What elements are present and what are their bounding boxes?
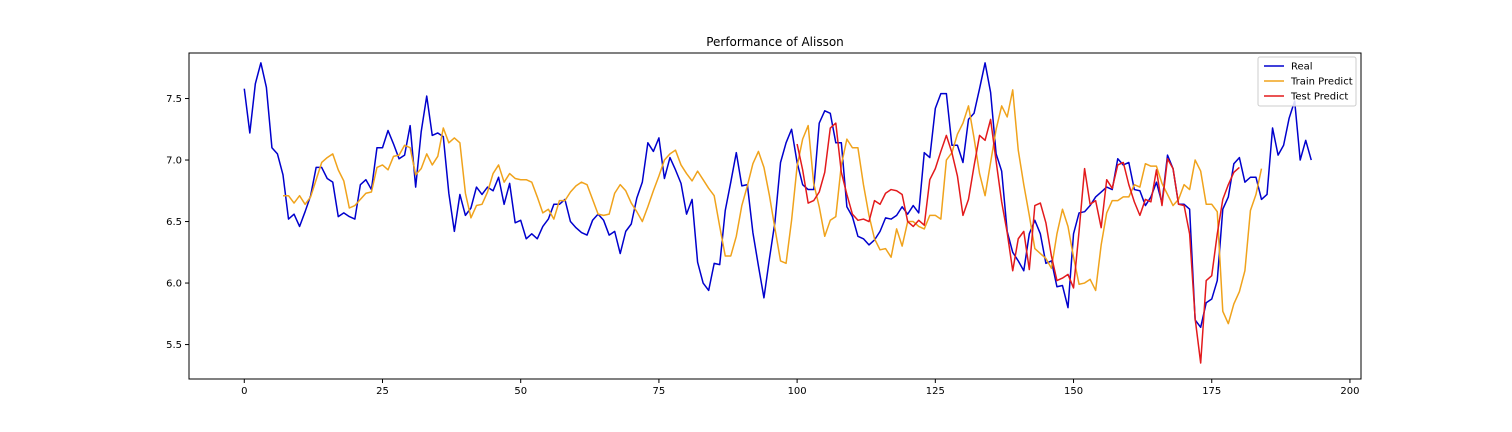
y-tick-label: 5.5: [166, 340, 182, 351]
legend-label: Test Predict: [1290, 92, 1348, 103]
y-tick-label: 7.5: [166, 94, 182, 105]
x-tick-label: 175: [1202, 386, 1221, 397]
x-tick-label: 50: [514, 386, 527, 397]
series-line-real: [243, 62, 1312, 329]
x-tick-label: 150: [1064, 386, 1083, 397]
series-line-test-predict: [796, 118, 1240, 364]
y-tick-label: 6.0: [166, 279, 182, 290]
legend: Real Train Predict Test Predict: [1257, 56, 1357, 107]
x-tick-label: 200: [1340, 386, 1359, 397]
chart-title: Performance of Alisson: [706, 35, 844, 49]
y-tick-label: 7.0: [166, 156, 182, 167]
legend-label: Real: [1291, 62, 1313, 73]
x-tick-label: 125: [926, 386, 945, 397]
legend-label: Train Predict: [1290, 77, 1353, 88]
x-tick-label: 25: [376, 386, 389, 397]
y-tick-label: 6.5: [166, 217, 182, 228]
series-line-train-predict: [282, 89, 1263, 325]
plot-area: [243, 62, 1312, 364]
y-axis: 5.5 6.0 6.5 7.0 7.5: [166, 94, 189, 351]
legend-box: [1257, 56, 1357, 107]
axes-frame: [188, 52, 1362, 380]
x-tick-label: 100: [788, 386, 807, 397]
x-axis: 0 25 50 75 100 125 150 175 200: [241, 379, 1359, 397]
x-tick-label: 75: [653, 386, 666, 397]
x-tick-label: 0: [241, 386, 247, 397]
